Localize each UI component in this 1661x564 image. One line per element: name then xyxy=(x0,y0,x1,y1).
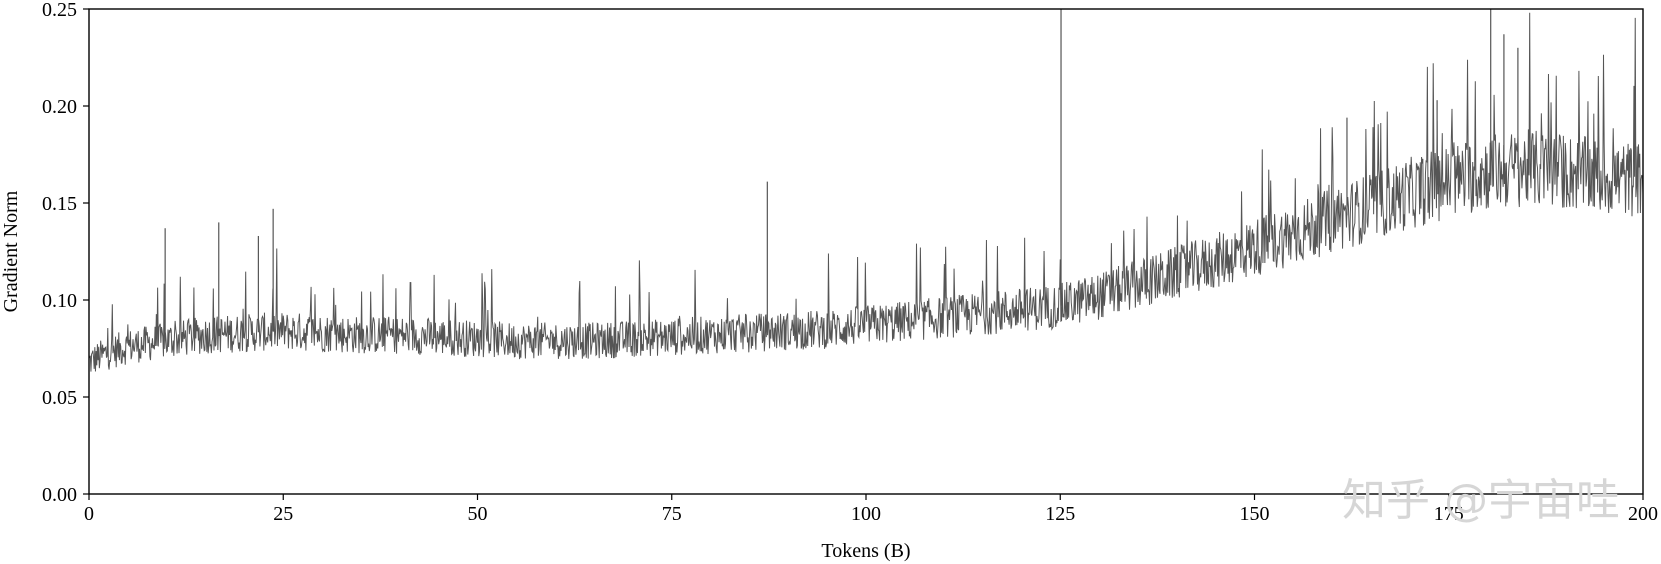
x-tick-label: 125 xyxy=(1045,503,1075,525)
watermark-text: 知乎 @宇宙哇 xyxy=(1342,475,1620,526)
x-tick-label: 100 xyxy=(851,503,881,525)
y-tick-label: 0.00 xyxy=(42,484,77,506)
plot-area xyxy=(89,9,1643,372)
plot-frame xyxy=(88,8,1644,495)
x-tick-label: 50 xyxy=(468,503,488,525)
y-tick-label: 0.10 xyxy=(42,290,77,312)
x-tick-label: 200 xyxy=(1628,503,1658,525)
x-tick-label: 150 xyxy=(1240,503,1270,525)
y-axis-title: Gradient Norm xyxy=(0,190,22,312)
gradient-norm-line xyxy=(89,12,1643,372)
x-tick-label: 175 xyxy=(1434,503,1464,525)
y-tick-label: 0.20 xyxy=(42,96,77,118)
y-tick-label: 0.15 xyxy=(42,193,77,215)
x-axis-title: Tokens (B) xyxy=(821,540,910,562)
x-tick-label: 75 xyxy=(662,503,682,525)
y-tick-label: 0.05 xyxy=(42,387,77,409)
y-tick-label: 0.25 xyxy=(42,0,77,21)
x-tick-label: 25 xyxy=(273,503,293,525)
axes: 0 25 50 75 100 125 150 175 200 0.00 0.05 0.10 0.15 0.… xyxy=(42,0,1658,525)
x-tick-label: 0 xyxy=(84,503,94,525)
